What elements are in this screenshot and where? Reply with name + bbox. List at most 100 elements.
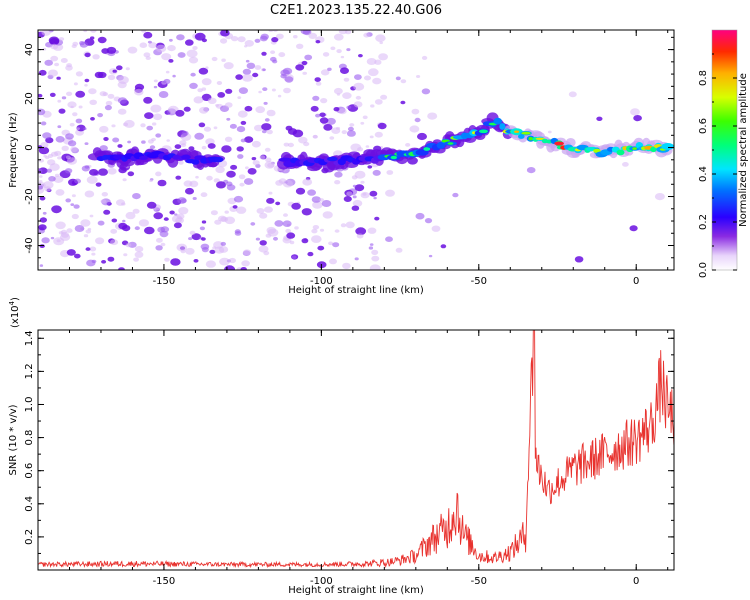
noise-blob <box>199 106 209 114</box>
noise-blob <box>197 88 203 93</box>
noise-blob <box>346 191 353 196</box>
noise-blob <box>183 180 193 187</box>
noise-blob <box>221 145 232 153</box>
noise-blob <box>353 101 363 108</box>
noise-blob <box>226 170 236 178</box>
noise-blob <box>271 88 276 92</box>
noise-blob <box>149 145 156 150</box>
noise-blob <box>84 84 88 87</box>
noise-blob <box>205 66 209 69</box>
noise-blob <box>50 236 55 240</box>
noise-blob <box>178 207 189 215</box>
noise-blob <box>127 140 131 144</box>
noise-blob <box>61 145 69 151</box>
noise-blob <box>132 193 141 200</box>
noise-blob <box>89 246 97 252</box>
noise-blob <box>163 80 167 84</box>
noise-blob <box>98 168 108 176</box>
noise-blob <box>278 52 286 58</box>
noise-blob <box>405 143 411 147</box>
colorbar-tick-label: 0.0 <box>698 262 709 278</box>
noise-blob <box>122 178 127 182</box>
noise-blob <box>56 239 61 243</box>
noise-blob <box>223 62 234 70</box>
noise-blob <box>312 134 318 139</box>
noise-blob <box>259 212 268 219</box>
noise-blob <box>49 92 56 97</box>
noise-blob <box>53 175 64 183</box>
noise-blob <box>186 49 198 58</box>
noise-blob <box>282 220 292 227</box>
noise-blob <box>307 189 316 196</box>
noise-blob <box>75 118 83 124</box>
noise-blob <box>319 112 326 118</box>
noise-blob <box>71 194 76 198</box>
ridge-peak <box>447 142 454 145</box>
noise-blob <box>261 129 267 134</box>
noise-blob <box>39 244 45 249</box>
noise-blob <box>107 93 115 99</box>
noise-blob <box>284 76 294 83</box>
y-tick-label: 0 <box>24 144 35 150</box>
noise-blob <box>362 115 368 120</box>
noise-blob <box>48 176 56 182</box>
noise-blob <box>366 58 377 65</box>
noise-blob <box>220 241 226 246</box>
noise-blob <box>207 143 216 149</box>
noise-blob <box>100 199 107 204</box>
noise-blob <box>205 260 216 268</box>
noise-blob <box>112 137 120 143</box>
noise-blob <box>65 133 74 140</box>
noise-blob <box>424 218 433 224</box>
noise-blob <box>574 256 584 263</box>
noise-blob <box>103 209 111 215</box>
noise-blob <box>70 146 78 153</box>
noise-blob <box>346 48 351 52</box>
noise-blob <box>255 106 265 114</box>
noise-blob <box>54 62 60 67</box>
noise-blob <box>194 132 205 140</box>
noise-blob <box>83 30 88 33</box>
noise-blob <box>105 100 113 106</box>
noise-blob <box>78 105 83 109</box>
noise-blob <box>41 30 51 36</box>
noise-blob <box>61 96 67 100</box>
noise-blob <box>345 221 355 229</box>
noise-blob <box>44 186 52 192</box>
noise-blob <box>134 83 145 91</box>
noise-blob <box>369 135 374 139</box>
noise-blob <box>369 243 374 246</box>
noise-blob <box>41 237 50 244</box>
noise-blob <box>99 145 108 152</box>
noise-blob <box>226 184 236 191</box>
noise-blob <box>232 205 238 209</box>
noise-blob <box>143 31 153 39</box>
noise-blob <box>213 126 218 130</box>
spectrogram-ridge <box>87 112 674 173</box>
noise-blob <box>175 109 185 117</box>
noise-blob <box>118 222 128 230</box>
noise-blob <box>312 201 323 209</box>
noise-blob <box>140 123 146 128</box>
noise-blob <box>355 227 367 236</box>
noise-blob <box>39 217 48 223</box>
noise-blob <box>127 46 138 54</box>
noise-blob <box>238 87 248 94</box>
noise-blob <box>153 79 158 83</box>
x-tick-label: 0 <box>633 576 639 587</box>
noise-blob <box>165 70 170 74</box>
spectrogram-xlabel: Height of straight line (km) <box>288 285 424 296</box>
noise-blob <box>228 257 236 264</box>
noise-blob <box>291 202 301 210</box>
noise-blob <box>327 67 332 72</box>
noise-blob <box>334 180 341 185</box>
noise-blob <box>125 67 130 71</box>
noise-blob <box>254 124 264 132</box>
x-tick-label: 0 <box>633 276 639 287</box>
noise-blob <box>152 122 157 126</box>
noise-blob <box>86 175 98 184</box>
noise-blob <box>266 197 275 204</box>
noise-blob <box>201 220 207 224</box>
noise-blob <box>42 211 47 215</box>
y-tick-label: 40 <box>24 43 35 56</box>
